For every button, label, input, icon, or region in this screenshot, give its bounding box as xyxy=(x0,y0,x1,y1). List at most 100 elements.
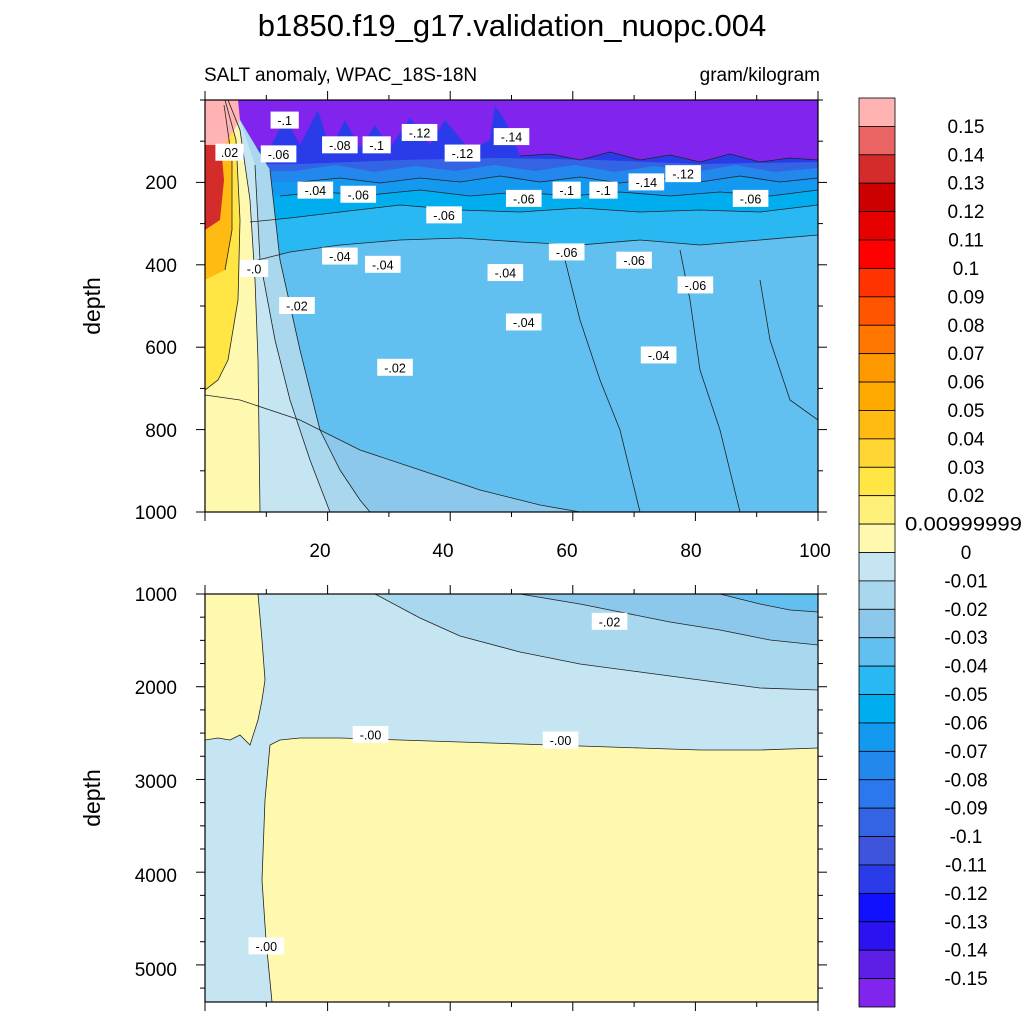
colorbar-label: -0.12 xyxy=(944,884,987,905)
y-tick-label: 3000 xyxy=(135,772,177,793)
contour-label-text: -.14 xyxy=(636,176,658,190)
colorbar-label: 0.13 xyxy=(948,174,985,195)
y-tick-label: 2000 xyxy=(135,678,177,699)
contour-label-text: -.04 xyxy=(329,250,351,264)
contour-label-bg xyxy=(591,612,628,630)
colorbar-label: -0.07 xyxy=(944,742,987,763)
contour-label-bg xyxy=(364,255,401,273)
contour-label: -.04 xyxy=(505,313,542,331)
contour-label: -.14 xyxy=(493,128,530,146)
contour-label-text: -.00 xyxy=(360,728,382,742)
colorbar-box xyxy=(858,438,896,468)
contour-label: -.1 xyxy=(552,181,581,199)
contour-line xyxy=(205,394,581,512)
contour-label-text: -.06 xyxy=(623,254,645,268)
contour-label: -.00 xyxy=(248,937,285,955)
colorbar-box xyxy=(858,807,896,837)
colorbar-label: 0.11 xyxy=(948,231,984,252)
contour-label-text: -.12 xyxy=(452,147,474,161)
subtitle-left: SALT anomaly, WPAC_18S-18N xyxy=(204,65,477,86)
colorbar-label: 0.04 xyxy=(948,429,985,450)
colorbar-box xyxy=(858,580,896,610)
contour-label: .02 xyxy=(215,143,244,161)
contour-label-text: -.06 xyxy=(513,192,535,206)
contour-line xyxy=(519,151,818,163)
contour-label: -.04 xyxy=(487,264,524,282)
x-tick-label: 20 xyxy=(309,541,330,562)
contour-label-text: -.12 xyxy=(672,168,694,182)
colorbar-box xyxy=(858,126,896,156)
colorbar-box xyxy=(858,523,896,553)
contour-label-text: -.04 xyxy=(495,267,517,281)
contour-label-bg xyxy=(401,123,438,141)
contour-label-bg xyxy=(616,251,652,269)
contour-label-text: -.00 xyxy=(550,734,572,748)
subtitle-right: gram/kilogram xyxy=(700,65,820,86)
colorbar-label: 0 xyxy=(961,543,972,564)
contour-label: -.12 xyxy=(401,123,438,141)
contour-label-bg xyxy=(215,143,244,161)
colorbar-box xyxy=(858,324,896,355)
contour-label: -.0 xyxy=(239,259,269,277)
contour-label: -.00 xyxy=(542,731,579,749)
contour-label: -.04 xyxy=(364,255,401,273)
contour-label-text: -.04 xyxy=(513,316,535,330)
x-tick-label: 100 xyxy=(799,541,831,562)
colorbar-box xyxy=(858,353,896,383)
lower-contour-lines xyxy=(205,594,818,1002)
contour-line xyxy=(205,100,241,391)
colorbar: 0.15 0.14 0.13 0.12 0.11 0.1 0.09 0.08 0.07 0.06 0… xyxy=(858,97,1022,1008)
y-tick-label: 400 xyxy=(145,256,177,277)
contour-line xyxy=(223,104,233,271)
y-tick-label: 1000 xyxy=(135,503,177,524)
colorbar-label: 0.14 xyxy=(948,145,985,166)
contour-label-bg xyxy=(340,185,377,203)
y-tick-label: 4000 xyxy=(135,866,177,887)
colorbar-label: -0.15 xyxy=(944,969,987,990)
contour-line xyxy=(759,279,818,421)
contour-label-bg xyxy=(628,173,665,191)
contour-label-text: -.02 xyxy=(286,300,308,314)
contour-label-text: .02 xyxy=(221,146,238,160)
lower-panel: 1000 2000 3000 4000 5000 depth -.02 -.00 -… xyxy=(79,585,827,1011)
contour-line xyxy=(249,234,818,263)
contour-label-bg xyxy=(377,358,413,376)
colorbar-box xyxy=(858,466,896,497)
y-tick-label: 5000 xyxy=(135,960,177,981)
colorbar-box xyxy=(858,665,896,695)
colorbar-box xyxy=(858,836,896,866)
contour-line xyxy=(519,594,818,646)
contour-label: -.06 xyxy=(340,185,377,203)
contour-line xyxy=(299,175,818,184)
colorbar-box xyxy=(858,779,896,809)
contour-label-text: -.02 xyxy=(599,615,621,629)
colorbar-box xyxy=(858,608,896,639)
contour-label-bg xyxy=(444,144,481,162)
contour-label-text: -.12 xyxy=(409,126,431,140)
contour-label-bg xyxy=(732,189,769,207)
contour-line xyxy=(719,594,818,613)
contour-label-bg xyxy=(322,247,358,265)
contour-label-text: -.06 xyxy=(433,209,455,223)
contour-line xyxy=(564,259,641,512)
colorbar-boxes xyxy=(858,97,896,1008)
colorbar-box xyxy=(858,750,896,781)
colorbar-box xyxy=(858,949,896,979)
contour-label-text: -.14 xyxy=(501,131,523,145)
contour-label: -.14 xyxy=(628,173,665,191)
contour-label-bg xyxy=(677,276,714,294)
colorbar-label: -0.1 xyxy=(950,827,983,848)
lower-contour-fill xyxy=(205,594,818,1002)
contour-label-bg xyxy=(260,145,297,163)
lower-y-axis-label: depth xyxy=(79,769,105,827)
contour-label-bg xyxy=(248,937,285,955)
colorbar-label: -0.14 xyxy=(944,941,988,962)
contour-label-bg xyxy=(640,346,677,364)
colorbar-box xyxy=(858,495,896,525)
colorbar-label: 0.09 xyxy=(948,287,985,308)
colorbar-label: 0.02 xyxy=(948,486,985,507)
contour-label-text: -.06 xyxy=(347,188,369,202)
contour-label: -.06 xyxy=(426,206,462,224)
lower-tick-labels: 1000 2000 3000 4000 5000 xyxy=(135,585,177,981)
contour-label-text: -.04 xyxy=(305,184,327,198)
